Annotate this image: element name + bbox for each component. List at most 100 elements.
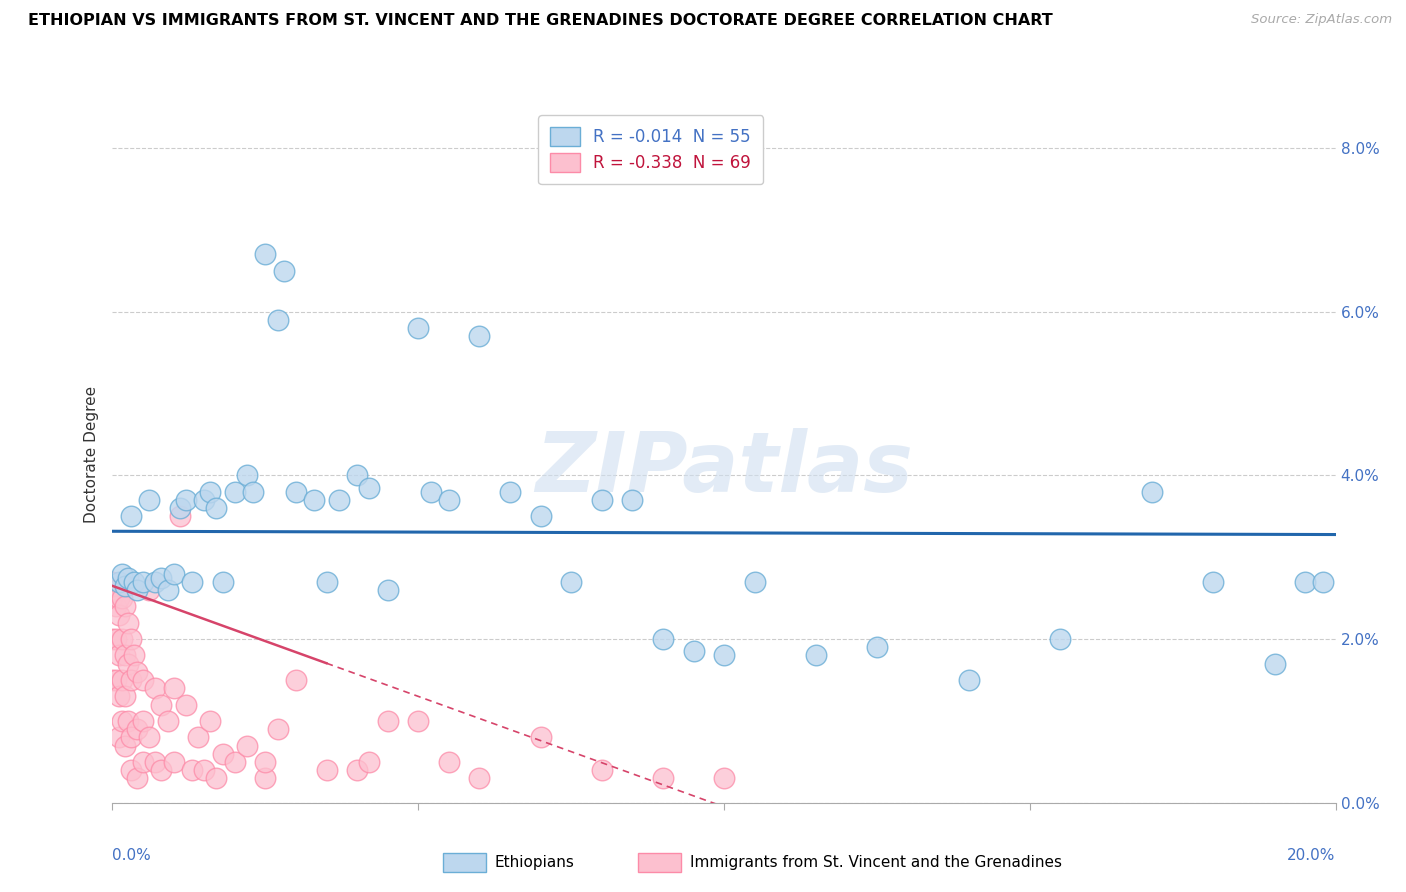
Point — [957, 673, 980, 687]
Point — [359, 755, 381, 769]
Point — [138, 731, 160, 745]
Point — [804, 648, 827, 663]
Point — [132, 714, 155, 728]
Text: ZIPatlas: ZIPatlas — [536, 428, 912, 509]
Point — [114, 648, 136, 663]
Point — [236, 739, 259, 753]
Point — [200, 714, 222, 728]
Point — [169, 509, 191, 524]
Point — [315, 574, 337, 589]
Point — [111, 591, 134, 606]
Point — [254, 755, 277, 769]
Text: Immigrants from St. Vincent and the Grenadines: Immigrants from St. Vincent and the Gren… — [690, 855, 1062, 870]
Point — [377, 714, 399, 728]
Point — [125, 582, 148, 597]
Point — [111, 673, 134, 687]
Point — [866, 640, 889, 655]
Point — [713, 771, 735, 785]
Point — [560, 574, 582, 589]
Point — [125, 665, 148, 679]
Point — [111, 714, 134, 728]
Point — [284, 484, 308, 499]
Point — [652, 771, 675, 785]
Text: Source: ZipAtlas.com: Source: ZipAtlas.com — [1251, 13, 1392, 27]
Point — [254, 247, 277, 261]
Point — [117, 615, 139, 630]
Point — [224, 755, 246, 769]
Point — [101, 673, 124, 687]
Point — [193, 763, 215, 777]
Point — [346, 468, 368, 483]
Point — [1312, 574, 1334, 589]
Point — [1264, 657, 1286, 671]
Point — [315, 763, 337, 777]
Point — [107, 574, 129, 589]
Point — [181, 574, 204, 589]
Point — [591, 763, 613, 777]
Point — [101, 591, 124, 606]
Point — [181, 763, 204, 777]
Point — [359, 481, 381, 495]
Point — [120, 673, 142, 687]
Point — [104, 632, 127, 646]
Point — [143, 681, 166, 696]
Point — [211, 747, 233, 761]
Point — [111, 566, 134, 581]
Point — [150, 763, 173, 777]
Point — [107, 648, 129, 663]
Point — [304, 492, 326, 507]
Point — [114, 690, 136, 704]
Point — [163, 566, 186, 581]
Point — [104, 599, 127, 614]
Point — [150, 698, 173, 712]
Point — [377, 582, 399, 597]
Point — [174, 698, 197, 712]
Point — [156, 582, 179, 597]
Point — [174, 492, 197, 507]
Point — [117, 571, 139, 585]
Point — [114, 599, 136, 614]
Point — [120, 632, 142, 646]
Point — [273, 264, 295, 278]
Point — [284, 673, 308, 687]
Point — [125, 722, 148, 736]
Point — [437, 492, 460, 507]
Point — [713, 648, 735, 663]
Point — [1049, 632, 1071, 646]
Text: 0.0%: 0.0% — [112, 847, 152, 863]
Point — [101, 574, 124, 589]
Point — [682, 644, 704, 658]
Text: Ethiopians: Ethiopians — [494, 855, 574, 870]
Point — [193, 492, 215, 507]
Point — [122, 574, 145, 589]
Point — [156, 714, 179, 728]
Point — [328, 492, 350, 507]
Point — [138, 492, 160, 507]
Point — [187, 731, 209, 745]
Legend: R = -0.014  N = 55, R = -0.338  N = 69: R = -0.014 N = 55, R = -0.338 N = 69 — [538, 115, 763, 184]
Point — [104, 582, 127, 597]
Point — [117, 657, 139, 671]
Point — [132, 574, 155, 589]
Point — [107, 731, 129, 745]
Point — [169, 501, 191, 516]
Point — [205, 771, 228, 785]
Point — [591, 492, 613, 507]
Point — [107, 591, 129, 606]
Point — [117, 714, 139, 728]
Point — [1294, 574, 1316, 589]
Point — [120, 731, 142, 745]
Point — [150, 571, 173, 585]
Point — [205, 501, 228, 516]
FancyBboxPatch shape — [443, 853, 485, 872]
Point — [122, 648, 145, 663]
Point — [125, 771, 148, 785]
Point — [529, 731, 551, 745]
Point — [163, 755, 186, 769]
Point — [138, 582, 160, 597]
Point — [111, 632, 134, 646]
Point — [499, 484, 522, 499]
Point — [143, 574, 166, 589]
Point — [114, 579, 136, 593]
Y-axis label: Doctorate Degree: Doctorate Degree — [83, 386, 98, 524]
